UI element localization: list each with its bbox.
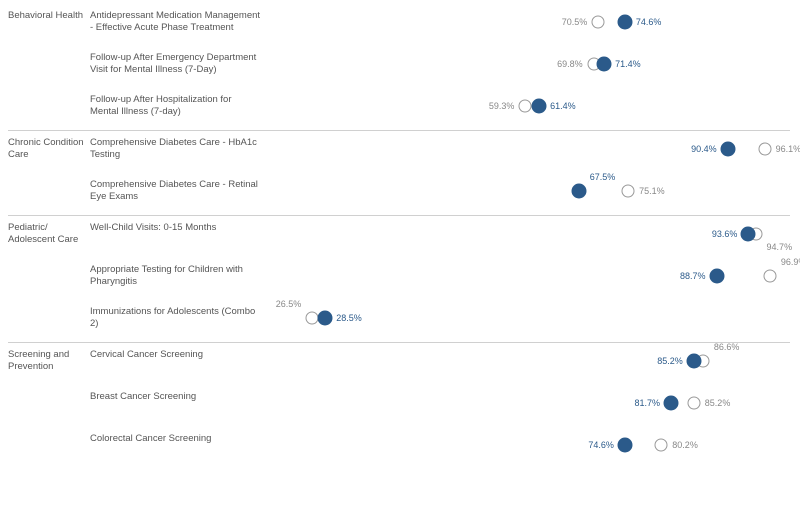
- benchmark-value-label: 96.9%: [781, 257, 800, 267]
- metric-row: Follow-up After Hospitalization for Ment…: [90, 94, 790, 122]
- benchmark-value-label: 75.1%: [639, 186, 665, 196]
- metrics-column: Comprehensive Diabetes Care - HbA1c Test…: [90, 137, 790, 213]
- plot-area: 85.2% 81.7%: [270, 391, 790, 415]
- plot-area: 86.6%85.2%: [270, 349, 790, 373]
- metric-label: Appropriate Testing for Children with Ph…: [90, 264, 270, 288]
- metric-label: Well-Child Visits: 0-15 Months: [90, 222, 270, 234]
- category-group: Screening and PreventionCervical Cancer …: [8, 342, 790, 467]
- value-marker: [617, 438, 632, 453]
- category-label: Pediatric/ Adolescent Care: [8, 222, 90, 340]
- metric-label: Antidepressant Medication Management - E…: [90, 10, 270, 34]
- benchmark-marker: [519, 100, 532, 113]
- value-label: 74.6%: [636, 17, 662, 27]
- benchmark-marker: [622, 185, 635, 198]
- value-label: 67.5%: [590, 172, 616, 182]
- benchmark-marker: [592, 16, 605, 29]
- metric-row: Immunizations for Adolescents (Combo 2)2…: [90, 306, 790, 334]
- metric-row: Comprehensive Diabetes Care - Retinal Ey…: [90, 179, 790, 207]
- value-marker: [571, 184, 586, 199]
- metric-row: Colorectal Cancer Screening 80.2% 74.6%: [90, 433, 790, 461]
- metric-label: Colorectal Cancer Screening: [90, 433, 270, 445]
- category-label: Chronic Condition Care: [8, 137, 90, 213]
- value-marker: [664, 396, 679, 411]
- metric-row: Antidepressant Medication Management - E…: [90, 10, 790, 38]
- plot-area: 75.1%67.5%: [270, 179, 790, 203]
- benchmark-marker: [758, 143, 771, 156]
- plot-area: 59.3% 61.4%: [270, 94, 790, 118]
- benchmark-value-label: 85.2%: [705, 398, 731, 408]
- benchmark-value-label: 59.3%: [489, 101, 515, 111]
- value-label: 61.4%: [550, 101, 576, 111]
- benchmark-marker: [763, 270, 776, 283]
- metric-label: Comprehensive Diabetes Care - Retinal Ey…: [90, 179, 270, 203]
- metric-row: Follow-up After Emergency Department Vis…: [90, 52, 790, 80]
- plot-area: 69.8% 71.4%: [270, 52, 790, 76]
- metrics-column: Well-Child Visits: 0-15 Months94.7%93.6%…: [90, 222, 790, 340]
- benchmark-value-label: 80.2%: [672, 440, 698, 450]
- value-label: 81.7%: [635, 398, 661, 408]
- value-label: 85.2%: [657, 356, 683, 366]
- category-group: Pediatric/ Adolescent CareWell-Child Vis…: [8, 215, 790, 340]
- category-label: Screening and Prevention: [8, 349, 90, 467]
- benchmark-marker: [687, 397, 700, 410]
- metrics-column: Antidepressant Medication Management - E…: [90, 10, 790, 128]
- value-label: 71.4%: [615, 59, 641, 69]
- benchmark-value-label: 70.5%: [562, 17, 588, 27]
- benchmark-value-label: 94.7%: [767, 242, 793, 252]
- metric-label: Comprehensive Diabetes Care - HbA1c Test…: [90, 137, 270, 161]
- metric-row: Well-Child Visits: 0-15 Months94.7%93.6%: [90, 222, 790, 250]
- value-marker: [741, 227, 756, 242]
- value-label: 93.6%: [712, 229, 738, 239]
- plot-area: 94.7%93.6%: [270, 222, 790, 246]
- plot-area: 70.5% 74.6%: [270, 10, 790, 34]
- value-marker: [709, 269, 724, 284]
- value-marker: [617, 15, 632, 30]
- value-marker: [532, 99, 547, 114]
- value-label: 74.6%: [588, 440, 614, 450]
- benchmark-value-label: 96.1%: [776, 144, 800, 154]
- metric-label: Cervical Cancer Screening: [90, 349, 270, 361]
- dot-plot-chart: Behavioral HealthAntidepressant Medicati…: [0, 0, 800, 477]
- benchmark-value-label: 86.6%: [714, 342, 740, 352]
- metric-row: Comprehensive Diabetes Care - HbA1c Test…: [90, 137, 790, 165]
- metrics-column: Cervical Cancer Screening86.6%85.2% Breas…: [90, 349, 790, 467]
- metric-row: Appropriate Testing for Children with Ph…: [90, 264, 790, 292]
- metric-row: Cervical Cancer Screening86.6%85.2%: [90, 349, 790, 377]
- metric-label: Follow-up After Emergency Department Vis…: [90, 52, 270, 76]
- benchmark-value-label: 69.8%: [557, 59, 583, 69]
- benchmark-value-label: 26.5%: [276, 299, 302, 309]
- value-label: 90.4%: [691, 144, 717, 154]
- benchmark-marker: [655, 439, 668, 452]
- value-marker: [686, 354, 701, 369]
- category-group: Behavioral HealthAntidepressant Medicati…: [8, 8, 790, 128]
- value-marker: [318, 311, 333, 326]
- plot-area: 96.1%90.4%: [270, 137, 790, 161]
- value-marker: [597, 57, 612, 72]
- metric-label: Immunizations for Adolescents (Combo 2): [90, 306, 270, 330]
- metric-label: Follow-up After Hospitalization for Ment…: [90, 94, 270, 118]
- category-group: Chronic Condition CareComprehensive Diab…: [8, 130, 790, 213]
- value-label: 88.7%: [680, 271, 706, 281]
- metric-row: Breast Cancer Screening 85.2% 81.7%: [90, 391, 790, 419]
- plot-area: 96.9%88.7%: [270, 264, 790, 288]
- plot-area: 80.2% 74.6%: [270, 433, 790, 457]
- plot-area: 26.5%28.5%: [270, 306, 790, 330]
- category-label: Behavioral Health: [8, 10, 90, 128]
- metric-label: Breast Cancer Screening: [90, 391, 270, 403]
- value-label: 28.5%: [336, 313, 362, 323]
- value-marker: [720, 142, 735, 157]
